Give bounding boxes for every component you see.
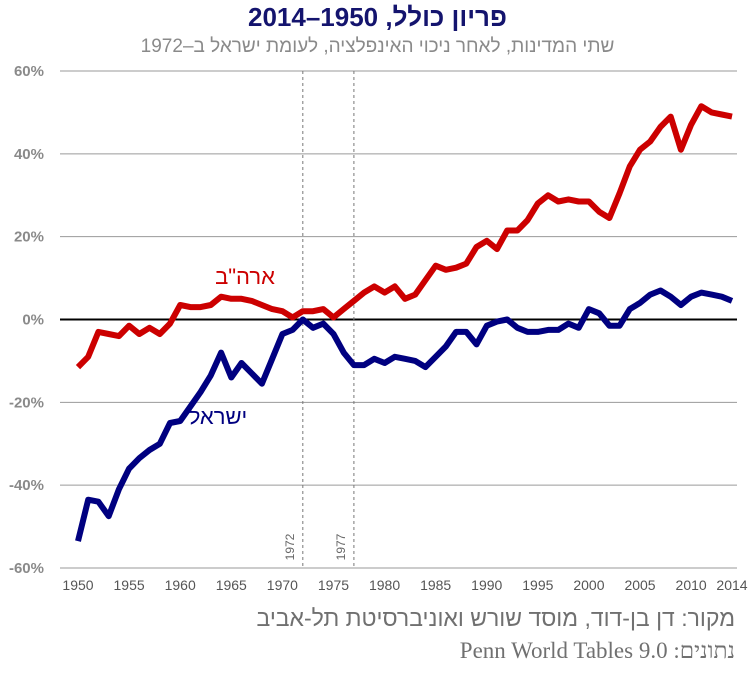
series-lines [75, 103, 734, 542]
y-tick-label: -60% [9, 560, 44, 577]
chart-title: פריון כולל, 1950–2014 [247, 2, 507, 32]
x-tick-label: 1995 [522, 577, 553, 593]
x-tick-label: 1990 [471, 577, 502, 593]
chart-subtitle: שתי המדינות, לאחר ניכוי האינפלציה, לעומת… [140, 36, 615, 57]
gridlines [60, 70, 737, 569]
data-credit: נתונים: Penn World Tables 9.0 [459, 638, 735, 663]
series-label-usa: ארה"ב [215, 264, 275, 289]
y-tick-label: -20% [9, 394, 44, 411]
axis-ticks: 60%40%20%0%-20%-40%-60%1950 1955 1960 1965 1… [9, 63, 748, 593]
x-tick-label: 1950 [62, 577, 93, 593]
x-tick-label: 2014 [716, 577, 747, 593]
x-tick-label: 1985 [420, 577, 451, 593]
x-tick-label: 1970 [267, 577, 298, 593]
y-tick-label: 60% [14, 63, 44, 80]
y-tick-label: 40% [14, 146, 44, 163]
y-tick-label: 0% [22, 312, 44, 329]
y-tick-label: 20% [14, 229, 44, 246]
x-tick-label: 2005 [624, 577, 655, 593]
x-tick-label: 2010 [676, 577, 707, 593]
chart-plot: 1972 1977 60% 40% 20% 0% -20% -40% -60% 1950 1955… [9, 63, 748, 593]
x-tick-label: 2000 [573, 577, 604, 593]
reference-line-label: 1972 [283, 533, 297, 560]
x-tick-label: 1965 [216, 577, 247, 593]
y-tick-label: -40% [9, 477, 44, 494]
series-line-israel [75, 287, 734, 542]
series-line-usa [75, 103, 733, 370]
x-tick-label: 1975 [318, 577, 349, 593]
source-credit: מקור: דן בן-דוד, מוסד שורש ואוניברסיטת ת… [256, 605, 735, 631]
x-tick-label: 1955 [114, 577, 145, 593]
x-tick-label: 1960 [165, 577, 196, 593]
x-tick-label: 1980 [369, 577, 400, 593]
reference-line-label: 1977 [334, 533, 348, 560]
series-label-israel: ישראל [189, 404, 248, 429]
